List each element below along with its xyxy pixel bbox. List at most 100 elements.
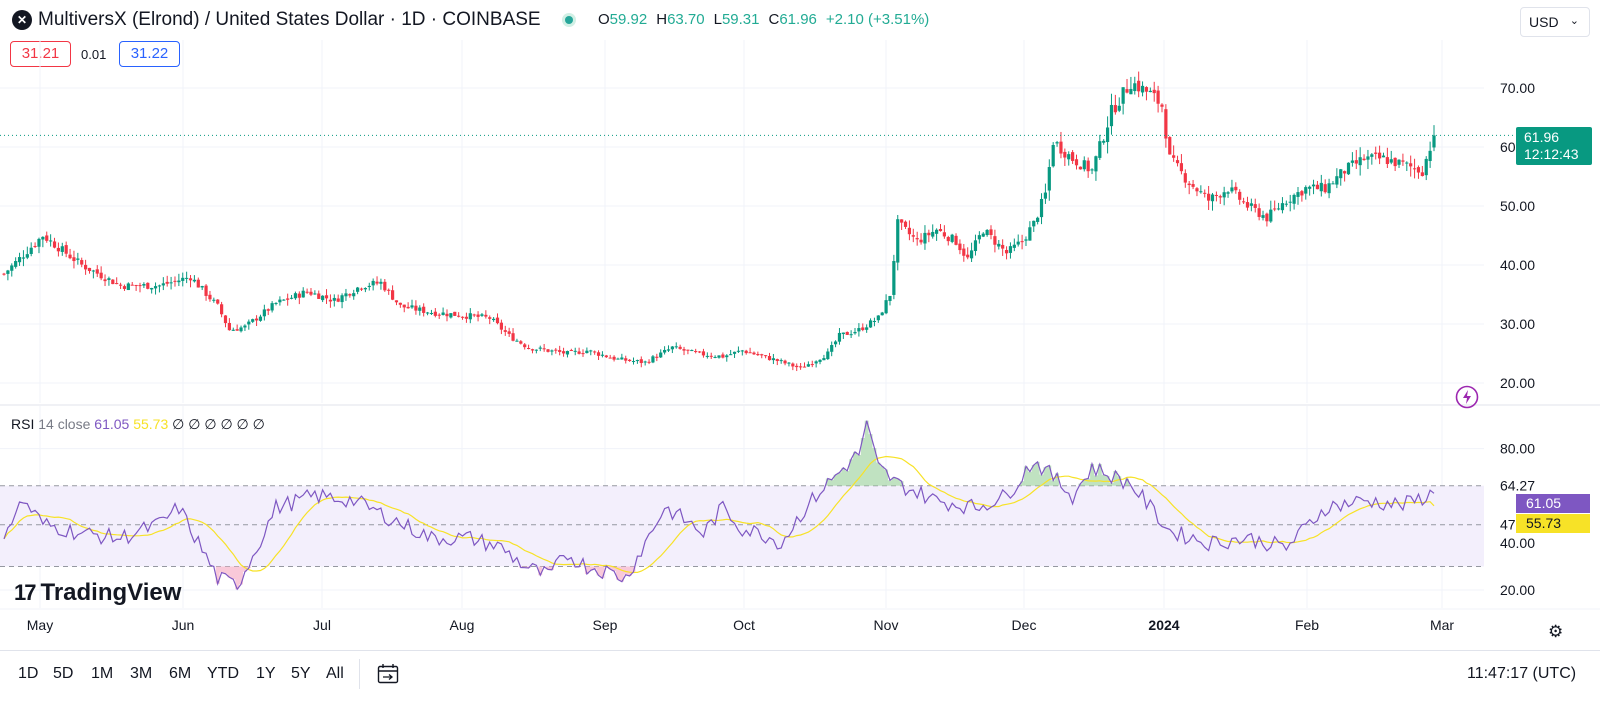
candle-body bbox=[68, 254, 72, 259]
rsi-axis-label: 80.00 bbox=[1500, 441, 1535, 457]
price-axis-label: 40.00 bbox=[1500, 257, 1535, 273]
candle-body bbox=[526, 348, 531, 350]
rsi-legend[interactable]: RSI 14 close 61.05 55.73 ∅ ∅ ∅ ∅ ∅ ∅ bbox=[11, 416, 265, 433]
time-axis-label: Aug bbox=[450, 617, 475, 633]
candle-body bbox=[239, 327, 243, 332]
candle-body bbox=[624, 358, 628, 361]
buy-button[interactable]: 31.22 bbox=[119, 41, 180, 67]
candle-body bbox=[251, 319, 255, 322]
candle-body bbox=[1156, 90, 1160, 104]
timeframe-5d-button[interactable]: 5D bbox=[53, 665, 74, 682]
rsi-ma-tag: 55.73 bbox=[1516, 514, 1590, 533]
low-value: 59.31 bbox=[721, 11, 760, 28]
candlestick-series bbox=[2, 71, 1436, 372]
gear-icon[interactable]: ⚙ bbox=[1548, 622, 1564, 641]
symbol-title[interactable]: MultiversX (Elrond) / United States Doll… bbox=[38, 9, 541, 30]
currency-dropdown[interactable]: USD ⌄ bbox=[1520, 7, 1590, 37]
candle-body bbox=[981, 233, 985, 237]
candle-body bbox=[390, 290, 395, 300]
rsi-empty-slot: ∅ bbox=[220, 416, 233, 432]
candle-body bbox=[305, 291, 309, 293]
timeframe-1y-button[interactable]: 1Y bbox=[256, 665, 276, 682]
candle-body bbox=[666, 349, 671, 351]
candle-body bbox=[1393, 157, 1397, 167]
rsi-axis-label: 64.27 bbox=[1500, 478, 1535, 494]
candle-body bbox=[826, 351, 830, 360]
candle-body bbox=[1218, 196, 1222, 198]
candle-body bbox=[1234, 186, 1238, 191]
candle-body bbox=[212, 299, 216, 301]
candle-body bbox=[1102, 140, 1106, 143]
candle-body bbox=[884, 300, 888, 314]
time-axis-label: Jul bbox=[313, 617, 331, 633]
rsi-axis-label: 40.00 bbox=[1500, 535, 1535, 551]
candle-body bbox=[1374, 152, 1378, 154]
candle-body bbox=[931, 231, 935, 237]
timeframe-all-button[interactable]: All bbox=[326, 665, 344, 682]
calendar-range-icon[interactable] bbox=[376, 662, 400, 686]
timeframe-1d-button[interactable]: 1D bbox=[18, 665, 39, 682]
candle-body bbox=[56, 247, 61, 252]
timeframe-5y-button[interactable]: 5Y bbox=[291, 665, 311, 682]
candle-body bbox=[17, 257, 22, 263]
candle-body bbox=[1039, 198, 1044, 218]
timeframe-3m-button[interactable]: 3M bbox=[130, 665, 153, 682]
timeframe-6m-button[interactable]: 6M bbox=[169, 665, 192, 682]
candle-body bbox=[1265, 213, 1269, 222]
candle-body bbox=[674, 346, 678, 348]
lightning-icon[interactable] bbox=[1455, 385, 1479, 409]
timeframe-ytd-button[interactable]: YTD bbox=[207, 665, 239, 682]
price-chart-canvas[interactable]: 70.0060.0050.0040.0030.0020.0080.0064.27… bbox=[0, 0, 1600, 650]
candle-body bbox=[752, 352, 756, 355]
time-axis-label: May bbox=[27, 617, 53, 633]
candle-body bbox=[888, 295, 892, 301]
candle-body bbox=[1300, 191, 1304, 196]
candle-body bbox=[33, 245, 37, 247]
candle-body bbox=[274, 302, 278, 304]
candle-body bbox=[153, 286, 158, 289]
candle-body bbox=[1063, 151, 1067, 158]
candle-body bbox=[468, 313, 472, 320]
candle-body bbox=[1008, 246, 1013, 253]
candle-body bbox=[1129, 88, 1133, 95]
candle-body bbox=[511, 333, 515, 341]
rsi-value: 61.05 bbox=[94, 416, 130, 432]
candle-body bbox=[1331, 183, 1335, 185]
candle-body bbox=[72, 257, 76, 262]
candle-body bbox=[297, 293, 301, 298]
candle-body bbox=[247, 321, 251, 325]
candle-body bbox=[499, 322, 503, 330]
timeframe-1m-button[interactable]: 1M bbox=[91, 665, 114, 682]
candle-body bbox=[631, 361, 636, 363]
utc-clock[interactable]: 11:47:17 (UTC) bbox=[1467, 665, 1577, 682]
candle-body bbox=[1222, 192, 1226, 198]
candle-body bbox=[993, 236, 997, 245]
price-axis-label: 70.00 bbox=[1500, 80, 1535, 96]
candle-body bbox=[604, 355, 608, 358]
candle-body bbox=[767, 356, 772, 361]
time-axis-label: Feb bbox=[1295, 617, 1319, 633]
candle-body bbox=[200, 286, 204, 288]
close-value: 61.96 bbox=[779, 11, 817, 28]
candle-body bbox=[84, 264, 88, 270]
candle-body bbox=[367, 285, 371, 288]
rsi-line bbox=[3, 420, 1435, 591]
candle-body bbox=[383, 281, 387, 291]
candle-body bbox=[849, 334, 853, 336]
candle-body bbox=[1432, 135, 1436, 148]
candle-body bbox=[379, 281, 383, 284]
candle-body bbox=[1059, 141, 1063, 154]
candle-body bbox=[324, 295, 329, 299]
candle-body bbox=[231, 329, 235, 331]
candle-body bbox=[422, 306, 426, 313]
toolbar-divider bbox=[359, 659, 360, 689]
spread-value: 0.01 bbox=[81, 47, 107, 62]
candle-body bbox=[542, 348, 546, 350]
candle-body bbox=[709, 355, 713, 357]
rsi-oversold-fill bbox=[211, 566, 636, 590]
candle-body bbox=[775, 359, 779, 362]
candle-body bbox=[429, 312, 434, 314]
chevron-down-icon: ⌄ bbox=[1569, 15, 1579, 27]
candle-body bbox=[348, 294, 352, 296]
time-axis-label: Dec bbox=[1012, 617, 1037, 633]
